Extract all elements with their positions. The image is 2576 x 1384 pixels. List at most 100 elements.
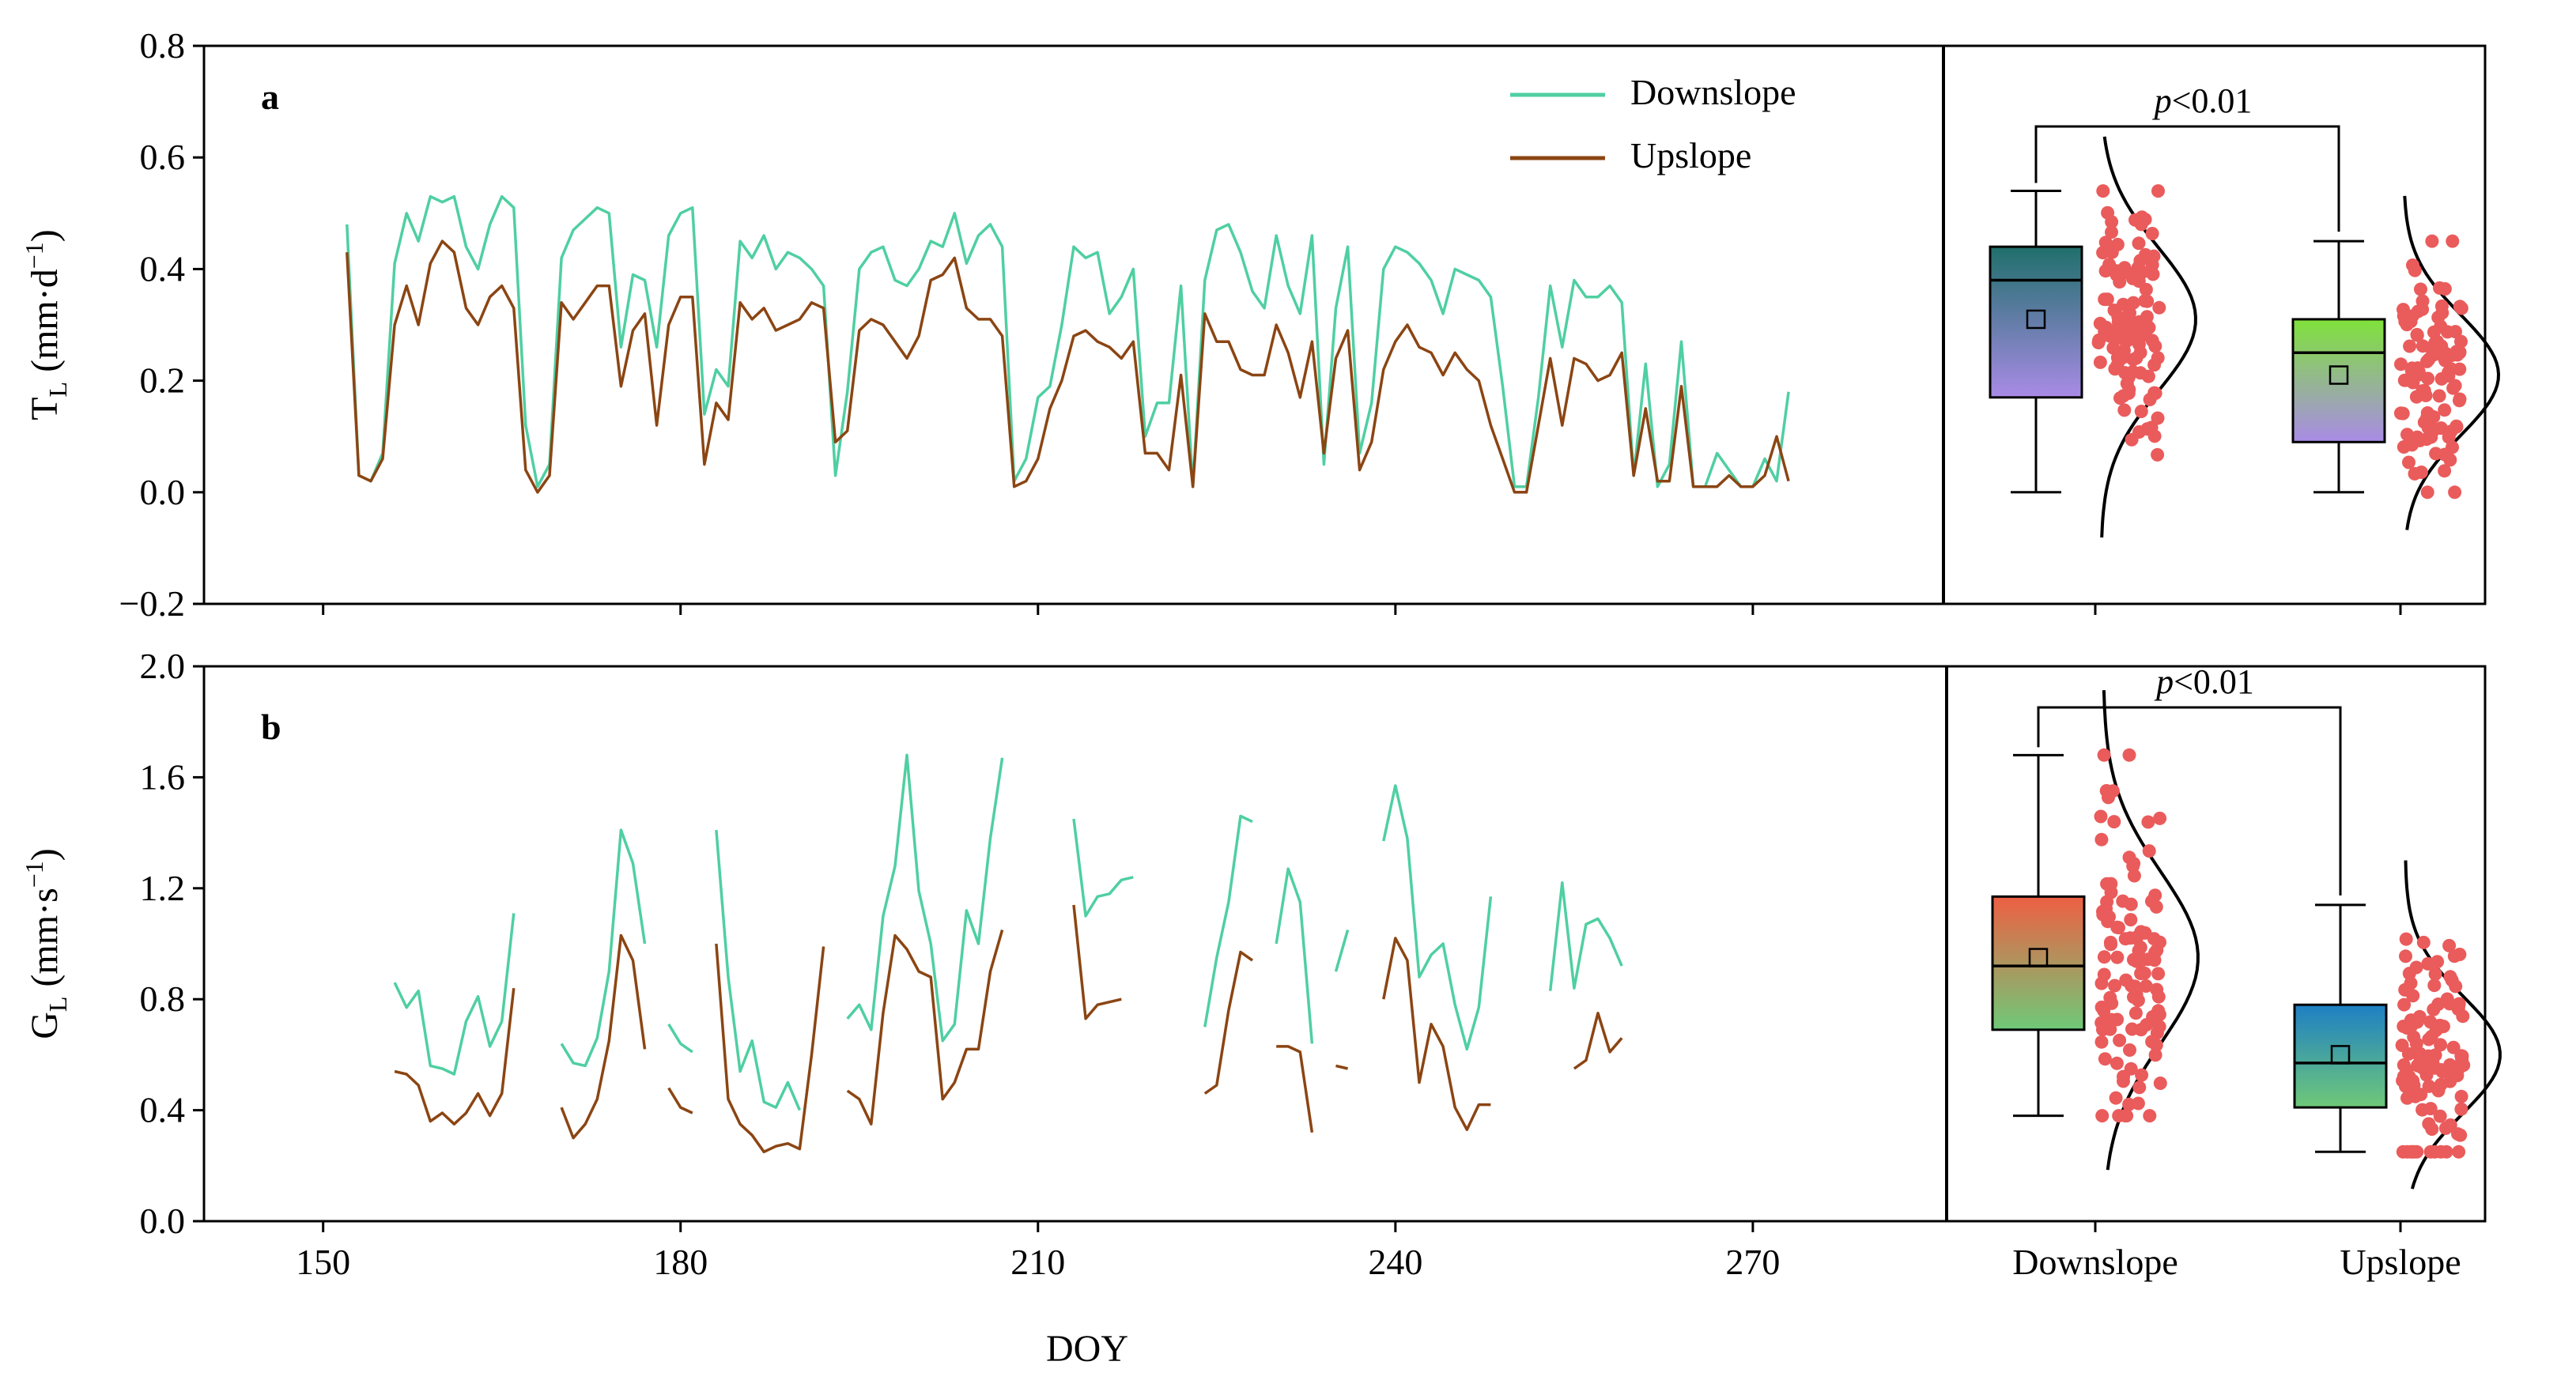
scatter-point-upslope — [2454, 1102, 2468, 1116]
x-tick-label: 240 — [1368, 1242, 1422, 1282]
series-line-upslope — [715, 943, 825, 1154]
scatter-point-downslope — [2098, 1052, 2112, 1066]
scatter-point-downslope — [2110, 351, 2125, 364]
series-line-downslope — [667, 1023, 693, 1054]
scatter-point-downslope — [2104, 1013, 2118, 1027]
scatter-point-downslope — [2140, 1018, 2154, 1031]
y-tick-label: −0.2 — [119, 583, 185, 624]
scatter-point-upslope — [2449, 325, 2462, 339]
y-tick-label: 0.2 — [140, 360, 186, 401]
scatter-point-downslope — [2148, 1048, 2162, 1062]
scatter-point-downslope — [2104, 877, 2118, 891]
panel-b-y-label: GL (mm·s−1) — [20, 848, 72, 1039]
scatter-point-downslope — [2127, 869, 2141, 883]
significance-bracket — [2034, 125, 2340, 232]
y-tick-label: 0.0 — [140, 472, 186, 512]
scatter-point-upslope — [2420, 485, 2434, 500]
scatter-point-upslope — [2421, 1049, 2435, 1063]
scatter-point-downslope — [2107, 304, 2121, 317]
scatter-point-downslope — [2096, 1023, 2110, 1037]
scatter-point-downslope — [2121, 371, 2136, 385]
scatter-point-upslope — [2407, 1030, 2421, 1044]
scatter-point-downslope — [2132, 274, 2146, 288]
series-line-downslope — [346, 194, 1790, 488]
scatter-point-upslope — [2402, 455, 2415, 470]
scatter-point-upslope — [2410, 1145, 2424, 1159]
panel-b-boxplots: p<0.01 — [1991, 662, 2502, 1190]
scatter-point-downslope — [2138, 294, 2152, 308]
scatter-point-downslope — [2152, 300, 2166, 315]
scatter-point-upslope — [2438, 1121, 2453, 1135]
x-tick-label: 150 — [296, 1242, 350, 1282]
scatter-point-upslope — [2402, 967, 2416, 981]
series-line-upslope — [667, 1087, 693, 1114]
panel-a-y-label: TL (mm·d−1) — [20, 229, 72, 420]
series-line-downslope — [1275, 867, 1314, 1044]
scatter-point-upslope — [2438, 403, 2452, 417]
panel-b-frame — [202, 665, 2487, 1223]
scatter-point-downslope — [2105, 225, 2118, 239]
significance-label: p<0.01 — [2152, 81, 2253, 120]
scatter-point-upslope — [2453, 1128, 2468, 1142]
scatter-point-upslope — [2448, 485, 2462, 500]
scatter-point-downslope — [2132, 338, 2146, 352]
series-line-upslope — [846, 930, 1004, 1126]
scatter-point-upslope — [2447, 949, 2461, 964]
scatter-point-downslope — [2147, 429, 2162, 443]
scatter-point-downslope — [2122, 850, 2136, 865]
x-tick-label: 180 — [653, 1242, 708, 1282]
series-line-downslope — [846, 753, 1004, 1043]
scatter-point-downslope — [2113, 1033, 2127, 1047]
scatter-point-upslope — [2443, 970, 2457, 984]
scatter-point-downslope — [2104, 937, 2118, 952]
y-tick-label: 0.4 — [140, 248, 186, 288]
scatter-point-downslope — [2132, 236, 2146, 251]
scatter-point-downslope — [2094, 1000, 2109, 1014]
y-tick-label: 0.0 — [140, 1201, 186, 1241]
scatter-point-upslope — [2452, 997, 2466, 1011]
scatter-point-upslope — [2442, 366, 2456, 380]
scatter-point-upslope — [2434, 1038, 2448, 1052]
series-line-downslope — [560, 828, 647, 1068]
scatter-point-upslope — [2427, 1061, 2442, 1075]
scatter-point-upslope — [2415, 1103, 2430, 1117]
scatter-point-downslope — [2151, 411, 2165, 425]
scatter-point-downslope — [2109, 1091, 2123, 1105]
panel-b-y-ticks: 0.0 0.4 0.8 1.2 1.6 2.0 — [140, 646, 204, 1241]
scatter-point-upslope — [2433, 342, 2447, 356]
scatter-point-upslope — [2442, 430, 2456, 444]
scatter-point-downslope — [2113, 275, 2127, 289]
series-line-upslope — [1573, 1012, 1623, 1070]
scatter-point-downslope — [2135, 1068, 2149, 1082]
scatter-point-downslope — [2100, 292, 2114, 307]
series-line-upslope — [394, 988, 516, 1126]
scatter-point-upslope — [2417, 415, 2431, 429]
scatter-point-downslope — [2117, 403, 2132, 417]
panel-a-frame — [202, 44, 2487, 605]
series-line-downslope — [1548, 881, 1623, 991]
scatter-point-upslope — [2446, 234, 2460, 248]
scatter-point-upslope — [2423, 1015, 2438, 1029]
scatter-point-upslope — [2415, 1061, 2429, 1075]
scatter-point-downslope — [2097, 950, 2111, 964]
scatter-point-upslope — [2446, 440, 2459, 454]
scatter-point-upslope — [2434, 1020, 2448, 1034]
scatter-point-upslope — [2442, 997, 2457, 1011]
legend-upslope-label: Upslope — [1630, 135, 1751, 175]
scatter-point-downslope — [2139, 247, 2152, 262]
scatter-point-upslope — [2450, 1069, 2465, 1083]
scatter-point-downslope — [2124, 1062, 2138, 1076]
scatter-point-upslope — [2434, 1145, 2448, 1159]
scatter-point-downslope — [2126, 296, 2140, 310]
x-tick-label: 210 — [1010, 1242, 1065, 1282]
scatter-point-downslope — [2135, 210, 2149, 224]
scatter-point-upslope — [2453, 300, 2467, 314]
scatter-point-downslope — [2117, 261, 2132, 275]
series-line-upslope — [1382, 937, 1491, 1131]
scatter-point-downslope — [2116, 894, 2130, 908]
y-tick-label: 0.8 — [140, 979, 186, 1019]
box-downslope — [1991, 895, 2086, 1031]
scatter-point-downslope — [2098, 236, 2113, 250]
scatter-point-upslope — [2411, 361, 2425, 375]
scatter-point-upslope — [2446, 381, 2461, 395]
